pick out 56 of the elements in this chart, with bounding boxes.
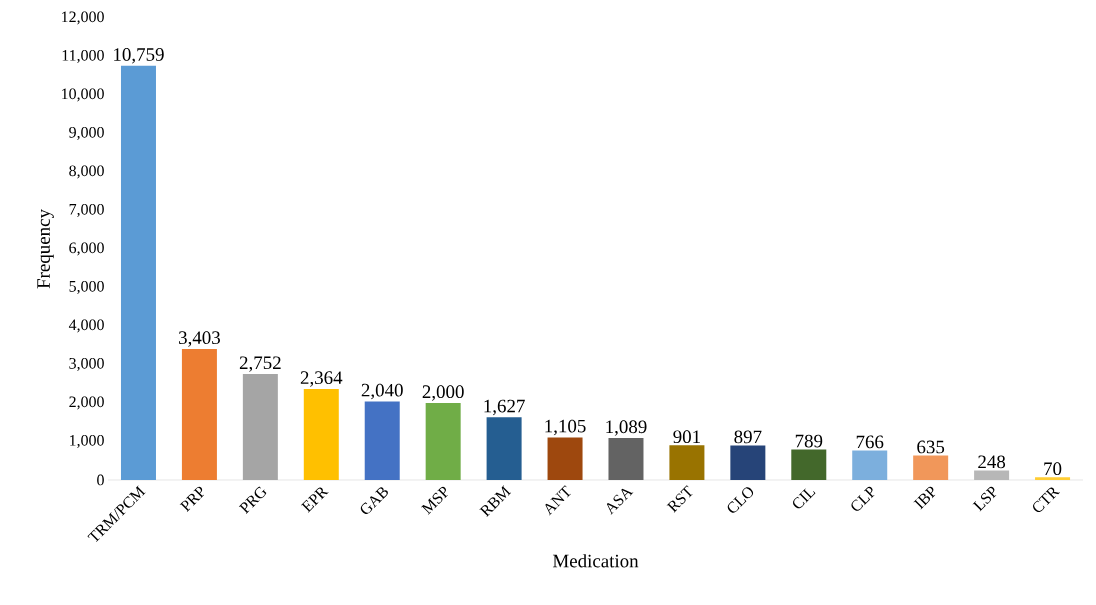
data-label: 1,105 <box>545 419 586 436</box>
data-label: 1,089 <box>606 420 647 436</box>
y-tick-label: 4,000 <box>68 319 104 333</box>
y-tick-label: 5,000 <box>69 280 104 295</box>
y-tick-label: 10,000 <box>62 88 104 102</box>
bar <box>181 348 217 480</box>
y-axis-title: Frequency <box>37 209 54 289</box>
bar <box>547 437 583 480</box>
bar <box>425 402 461 480</box>
data-label: 766 <box>856 435 884 449</box>
data-label: 248 <box>978 455 1006 469</box>
data-label: 10,759 <box>114 48 164 64</box>
x-tick-label: IBP <box>913 486 936 510</box>
y-tick-label: 7,000 <box>69 203 104 218</box>
bar <box>120 65 156 480</box>
y-tick-label: 6,000 <box>69 242 104 256</box>
y-tick-label: 1,000 <box>70 434 104 449</box>
x-tick-label: ASA <box>606 488 634 515</box>
y-tick-label: 8,000 <box>69 165 104 179</box>
bar <box>669 445 705 480</box>
bar <box>608 438 644 480</box>
x-tick-label: LSP <box>972 486 997 512</box>
x-tick-label: EPR <box>300 487 329 513</box>
data-label: 2,040 <box>361 383 403 400</box>
y-tick-label: 12,000 <box>62 11 104 25</box>
y-tick-label: 11,000 <box>62 49 104 64</box>
x-tick-label: GAB <box>360 487 388 514</box>
bar <box>364 401 400 480</box>
bar <box>791 449 827 480</box>
data-label: 3,403 <box>179 331 220 347</box>
data-label: 2,000 <box>422 385 464 401</box>
x-tick-label: PRP <box>179 486 205 513</box>
bar <box>852 450 888 480</box>
x-tick-label: CLP <box>851 486 875 511</box>
data-label: 635 <box>917 440 945 454</box>
bar <box>730 445 766 480</box>
bar <box>1035 477 1071 480</box>
bar <box>303 388 339 480</box>
data-label: 1,627 <box>484 399 525 416</box>
bar <box>913 455 949 480</box>
y-tick-label: 2,000 <box>69 396 104 410</box>
bar <box>242 374 278 480</box>
bar <box>486 417 522 480</box>
data-label: 2,364 <box>300 371 343 387</box>
data-label: 2,752 <box>239 356 281 372</box>
y-tick-label: 9,000 <box>69 126 104 141</box>
x-tick-label: CLO <box>727 487 754 513</box>
x-tick-label: CIL <box>793 488 816 509</box>
data-label: 789 <box>795 434 823 448</box>
data-label: 901 <box>673 430 700 444</box>
y-tick-label: 0 <box>97 474 104 486</box>
y-tick-label: 3,000 <box>69 357 104 372</box>
x-tick-label: CTR <box>1033 487 1060 513</box>
data-label: 70 <box>1044 462 1062 476</box>
data-label: 897 <box>734 430 762 444</box>
x-axis-title: Medication <box>552 554 639 568</box>
